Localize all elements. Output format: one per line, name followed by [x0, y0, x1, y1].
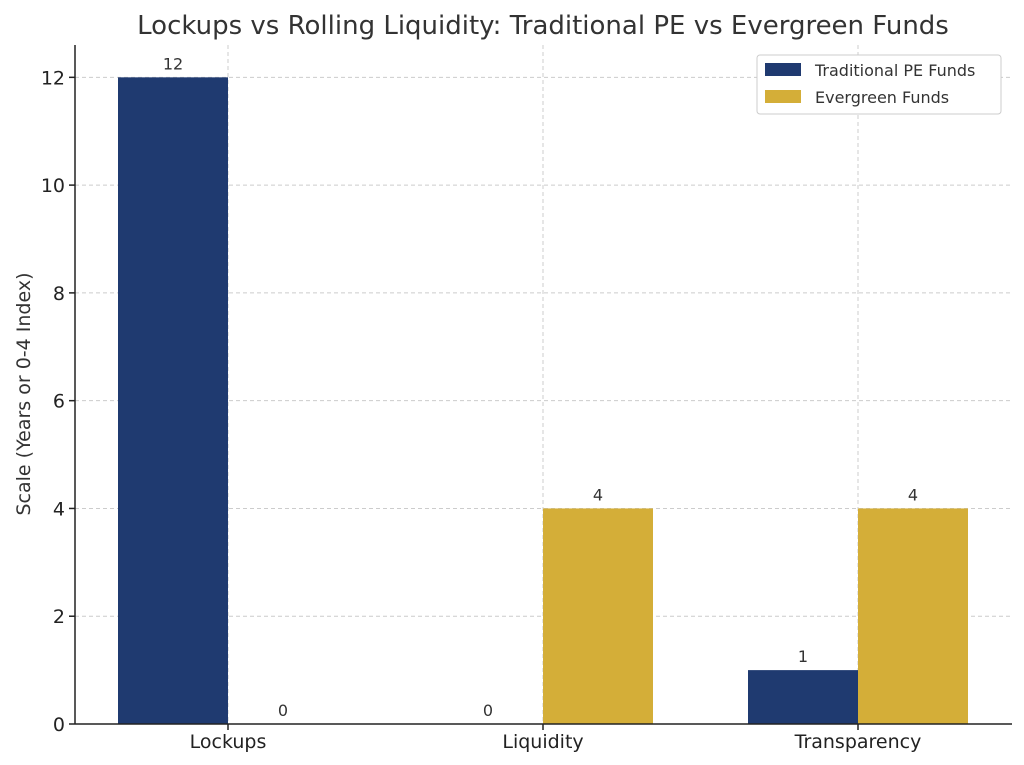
y-tick-label: 12	[41, 67, 65, 89]
data-label: 0	[278, 701, 288, 720]
y-tick-label: 6	[53, 391, 65, 413]
bars	[118, 77, 968, 725]
y-tick-label: 0	[53, 714, 65, 736]
y-tick-label: 2	[53, 606, 65, 628]
y-tick-label: 8	[53, 283, 65, 305]
bar-evergreen-liquidity	[543, 508, 653, 724]
x-tick-label: Liquidity	[502, 731, 583, 753]
data-label: 4	[908, 485, 918, 504]
axes	[69, 45, 1012, 730]
legend-label: Traditional PE Funds	[814, 61, 975, 80]
data-label: 12	[163, 54, 183, 73]
legend-label: Evergreen Funds	[815, 88, 949, 107]
y-axis-label: Scale (Years or 0-4 Index)	[13, 272, 35, 515]
x-tick-label: Transparency	[794, 731, 922, 753]
data-label: 4	[593, 485, 603, 504]
bar-evergreen-transparency	[858, 508, 968, 724]
legend-swatch	[765, 90, 801, 103]
data-label: 0	[483, 701, 493, 720]
y-tick-label: 4	[53, 498, 65, 520]
legend-box	[756, 54, 1002, 115]
bar-traditional-lockups	[118, 77, 228, 725]
x-tick-label: Lockups	[190, 731, 267, 753]
legend: Traditional PE Funds Evergreen Funds	[756, 54, 1002, 115]
legend-swatch	[765, 63, 801, 76]
y-tick-label: 10	[41, 175, 65, 197]
bar-traditional-transparency	[748, 670, 858, 724]
chart-title: Lockups vs Rolling Liquidity: Traditiona…	[137, 11, 949, 41]
data-label: 1	[798, 647, 808, 666]
